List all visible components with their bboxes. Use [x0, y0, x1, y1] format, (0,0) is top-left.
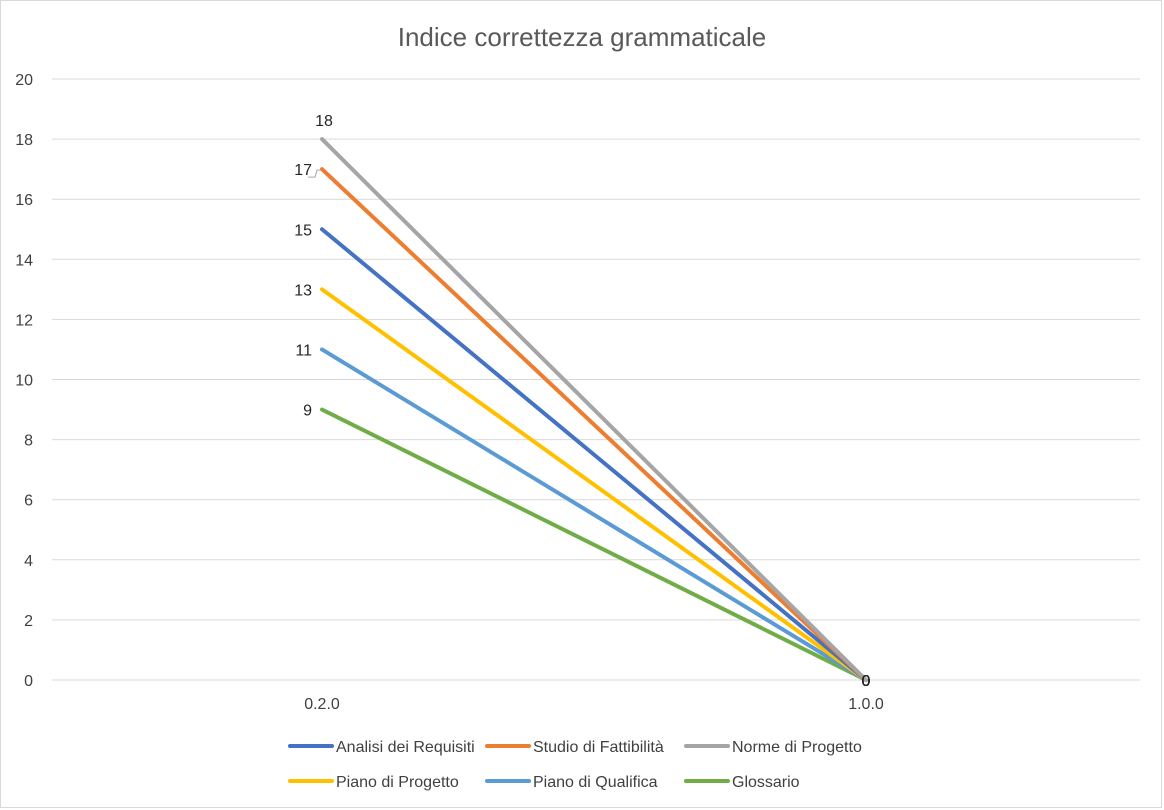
legend-label: Studio di Fattibilità [533, 739, 664, 756]
series-line [320, 137, 868, 682]
x-tick-label: 0.2.0 [304, 696, 340, 713]
legend-item: Glossario [684, 774, 800, 791]
x-tick-label: 1.0.0 [848, 696, 884, 713]
data-label: 0 [862, 673, 871, 690]
data-label: 13 [294, 282, 312, 299]
data-label: 0 [862, 673, 871, 690]
data-label: 11 [295, 342, 312, 359]
label-leader-line [308, 169, 321, 178]
legend-label: Piano di Progetto [336, 774, 459, 791]
series-line [320, 167, 868, 682]
legend: Analisi dei Requisiti Studio di Fattibili… [288, 739, 862, 791]
y-tick-label: 10 [15, 373, 33, 390]
data-label: 0 [862, 673, 871, 690]
series-line [320, 407, 868, 682]
data-label: 18 [315, 113, 333, 130]
series-line [320, 287, 868, 682]
series-line [320, 227, 868, 682]
y-tick-label: 20 [15, 72, 33, 89]
y-tick-label: 6 [24, 493, 33, 510]
data-label: 0 [862, 673, 871, 690]
y-tick-label: 14 [15, 252, 33, 269]
y-tick-label: 2 [24, 613, 33, 630]
legend-item: Analisi dei Requisiti [288, 739, 475, 756]
y-axis: 0 2 4 6 8 10 12 14 16 18 20 [15, 72, 33, 690]
legend-item: Piano di Progetto [288, 774, 459, 791]
y-tick-label: 4 [24, 553, 33, 570]
legend-label: Analisi dei Requisiti [336, 739, 475, 756]
data-label: 15 [294, 222, 312, 239]
data-label: 0 [862, 673, 871, 690]
series-lines [320, 137, 868, 682]
y-tick-label: 12 [15, 312, 33, 329]
data-label: 0 [862, 673, 871, 690]
legend-item: Piano di Qualifica [485, 774, 658, 791]
legend-label: Glossario [732, 774, 800, 791]
legend-item: Studio di Fattibilità [485, 739, 664, 756]
y-tick-label: 16 [15, 192, 33, 209]
chart-title: Indice correttezza grammaticale [398, 22, 766, 52]
data-label: 17 [294, 162, 312, 179]
series-line [320, 347, 868, 682]
x-axis: 0.2.0 1.0.0 [304, 696, 884, 713]
legend-label: Norme di Progetto [732, 739, 862, 756]
y-tick-label: 18 [15, 132, 33, 149]
legend-label: Piano di Qualifica [533, 774, 658, 791]
legend-item: Norme di Progetto [684, 739, 862, 756]
y-tick-label: 8 [24, 433, 33, 450]
data-label: 9 [303, 403, 312, 420]
y-tick-label: 0 [24, 673, 33, 690]
gridlines [52, 78, 1140, 681]
